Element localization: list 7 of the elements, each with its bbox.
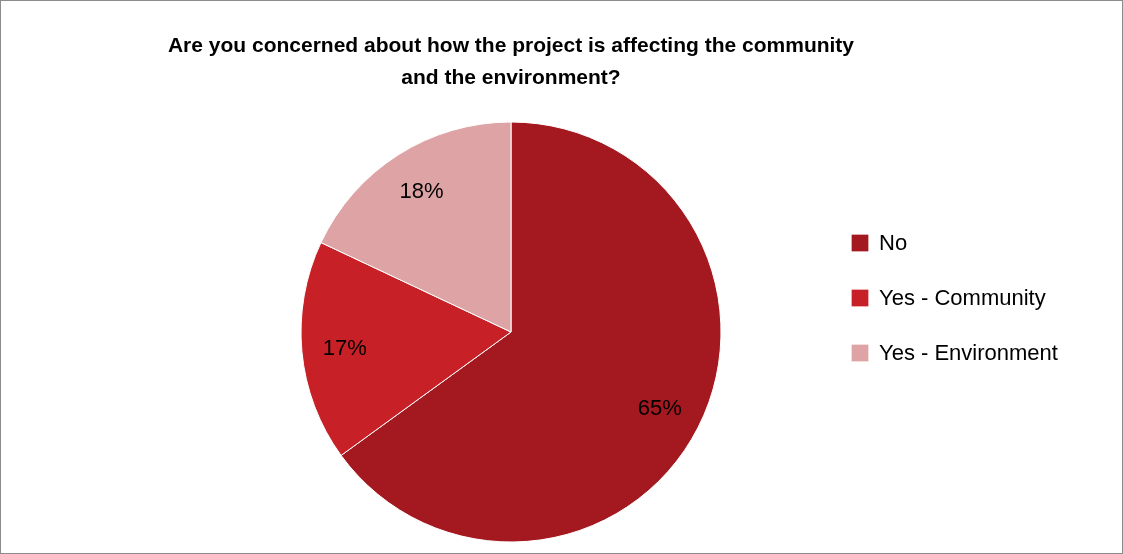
- data-label: 65%: [637, 394, 682, 420]
- legend-label: No: [879, 230, 908, 255]
- data-label: 18%: [399, 178, 444, 203]
- legend-label: Yes - Community: [879, 285, 1046, 310]
- chart-title: Are you concerned about how the project is affecting the community and the environment?: [166, 32, 856, 90]
- data-label: 17%: [322, 334, 367, 360]
- legend-label: Yes - Environment: [879, 340, 1058, 365]
